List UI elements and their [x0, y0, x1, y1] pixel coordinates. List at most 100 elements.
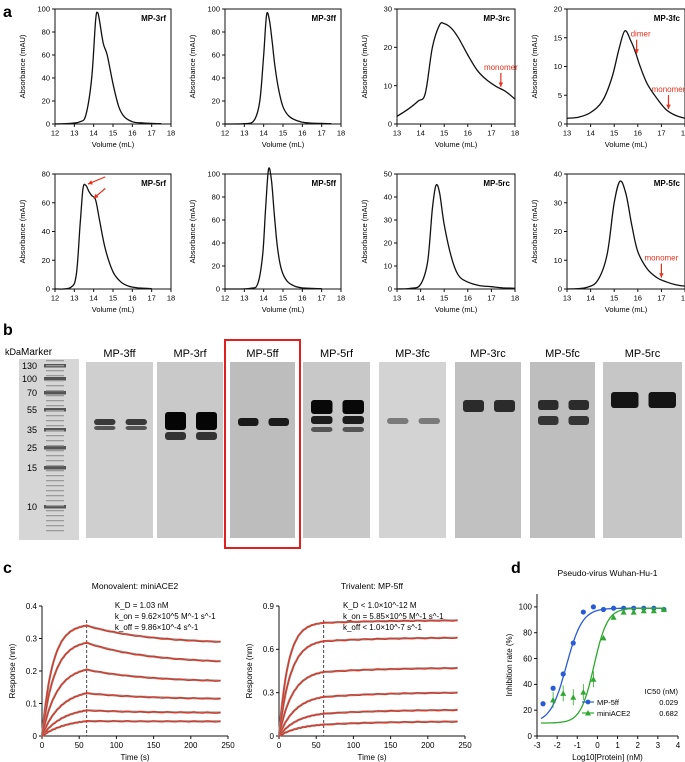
x-tick-label: 0 [40, 741, 45, 750]
x-tick-label: 14 [416, 294, 424, 303]
y-tick-label: 20 [212, 97, 220, 106]
x-axis-label: Log10[Protein] (nM) [572, 753, 643, 762]
marker-ladder [46, 440, 64, 442]
x-tick-label: 12 [221, 294, 229, 303]
chart-title: MP-3fc [654, 14, 681, 23]
marker-ladder [46, 530, 64, 532]
protein-band [268, 418, 289, 426]
x-tick-label: 150 [384, 741, 398, 750]
response-curve [41, 641, 221, 737]
annotation-label: monomer [484, 63, 518, 72]
x-tick-label: 18 [681, 129, 685, 138]
protein-band [196, 432, 217, 440]
protein-band [463, 400, 484, 412]
kda-label: kDa [5, 347, 21, 357]
data-point [570, 640, 576, 646]
sec-chart-mp-3rc: 13 14 15 16 17 18 0 10 20 30 Volume (mL) Absorbance… [360, 5, 519, 149]
response-curve [41, 709, 221, 737]
sds-page-gel: kDa Marker 130 100 70 55 35 25 15 10 MP-3ff MP-3rf M… [5, 339, 682, 549]
protein-band [196, 412, 217, 430]
y-axis-label: Absorbance (mAU) [360, 199, 369, 263]
data-point [590, 604, 597, 610]
data-point [590, 676, 597, 682]
gel-lane-label: MP-3ff [103, 348, 136, 360]
marker-ladder [46, 420, 64, 422]
panel-label-d: d [511, 560, 521, 577]
response-curve [41, 668, 221, 737]
y-tick-label: 0.3 [26, 634, 38, 643]
y-tick-label: 0.9 [263, 602, 275, 611]
x-tick-label: 12 [51, 294, 59, 303]
plot-frame [396, 8, 516, 125]
x-tick-label: 200 [184, 741, 198, 750]
data-point [610, 605, 617, 611]
x-tick-label: -3 [533, 741, 541, 750]
data-point [570, 694, 577, 700]
y-axis-label: Absorbance (mAU) [360, 34, 369, 98]
y-tick-label: 15 [554, 33, 562, 42]
chart-title: MP-5rf [141, 179, 166, 188]
marker-ladder [46, 380, 64, 382]
chart-title: MP-3rf [141, 14, 166, 23]
legend-marker [585, 699, 591, 705]
x-tick-label: 0 [277, 741, 282, 750]
marker-ladder [46, 415, 64, 417]
x-tick-label: 17 [657, 294, 665, 303]
gel-lane-bg [230, 362, 295, 538]
x-tick-label: 15 [279, 129, 287, 138]
y-tick-label: 60 [523, 654, 532, 663]
x-tick-label: 14 [416, 129, 424, 138]
protein-band [311, 427, 333, 432]
gel-lane-label: MP-3rc [470, 348, 506, 360]
x-tick-label: 16 [298, 294, 306, 303]
y-tick-label: 100 [519, 603, 533, 612]
protein-band [94, 419, 116, 425]
gel-lane-bg [603, 362, 682, 538]
marker-ladder [46, 450, 64, 452]
response-curve [278, 619, 458, 737]
marker-ladder [46, 465, 64, 467]
y-tick-label: 20 [212, 262, 220, 271]
plot-frame [54, 8, 172, 125]
marker-ladder [46, 425, 64, 427]
x-tick-label: 18 [167, 129, 175, 138]
protein-band [611, 392, 639, 408]
bli-chart-mp-5ff: 0 50 100 150 200 250 0 0.3 0.6 0.9 Time (s) Respons… [245, 581, 472, 762]
panel-label-a: a [3, 4, 12, 21]
protein-band [342, 400, 364, 414]
marker-ladder [46, 515, 64, 517]
protein-band [125, 426, 147, 430]
peak-arrow-head [87, 180, 93, 185]
response-curve [41, 692, 221, 737]
sec-trace [566, 180, 685, 290]
sec-chart-mp-3rf: 12 13 14 15 16 17 18 0 20 40 60 80 100 Volume (mL) Abs… [18, 5, 175, 149]
protein-band [311, 416, 333, 424]
x-tick-label: 250 [221, 741, 235, 750]
data-point [560, 671, 566, 677]
marker-kda-label: 55 [27, 405, 37, 415]
x-tick-label: 100 [110, 741, 124, 750]
y-tick-label: 50 [384, 170, 392, 179]
x-tick-label: 150 [147, 741, 161, 750]
legend-ic50: 0.682 [659, 709, 678, 718]
y-tick-label: 0.6 [263, 645, 275, 654]
y-tick-label: 60 [42, 51, 50, 60]
plot-frame [396, 173, 516, 290]
x-tick-label: 14 [586, 294, 594, 303]
gel-lane-bg [303, 362, 370, 538]
chart-title: MP-3ff [312, 14, 337, 23]
response-curve [278, 636, 458, 737]
data-point [550, 685, 556, 691]
protein-band [165, 412, 186, 430]
y-tick-label: 60 [212, 51, 220, 60]
response-curve [278, 691, 458, 737]
chart-title: MP-5ff [312, 179, 337, 188]
protein-band [342, 416, 364, 424]
x-axis-label: Volume (mL) [435, 140, 478, 149]
gel-lane-bg [455, 362, 521, 538]
x-tick-label: 17 [317, 294, 325, 303]
x-tick-label: 18 [511, 294, 519, 303]
x-tick-label: 12 [221, 129, 229, 138]
legend-series-name: MP-5ff [597, 698, 620, 707]
x-tick-label: 16 [634, 294, 642, 303]
